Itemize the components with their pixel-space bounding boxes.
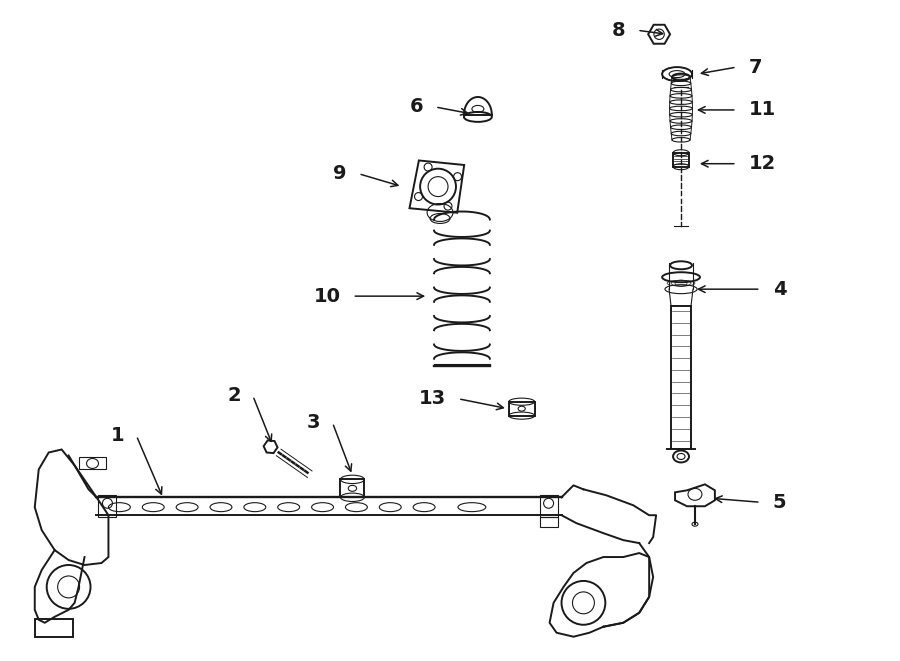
Text: 2: 2	[228, 386, 241, 405]
Text: 12: 12	[749, 154, 776, 173]
Text: 3: 3	[307, 413, 320, 432]
Bar	[508, 402, 535, 416]
Text: 7: 7	[749, 58, 762, 77]
Bar	[98, 495, 116, 517]
Bar	[540, 517, 557, 527]
Bar	[671, 306, 691, 449]
Text: 1: 1	[111, 426, 124, 445]
Text: 6: 6	[410, 97, 423, 116]
Text: 10: 10	[313, 287, 340, 305]
Text: 13: 13	[418, 389, 446, 408]
Text: 8: 8	[612, 20, 625, 40]
Text: 4: 4	[772, 280, 787, 299]
Bar	[540, 495, 557, 517]
Bar	[35, 619, 73, 637]
Text: 9: 9	[333, 164, 346, 183]
Text: 11: 11	[749, 100, 776, 120]
Bar	[78, 457, 106, 469]
Bar	[673, 153, 689, 167]
Text: 5: 5	[772, 492, 787, 512]
Bar	[340, 479, 364, 497]
